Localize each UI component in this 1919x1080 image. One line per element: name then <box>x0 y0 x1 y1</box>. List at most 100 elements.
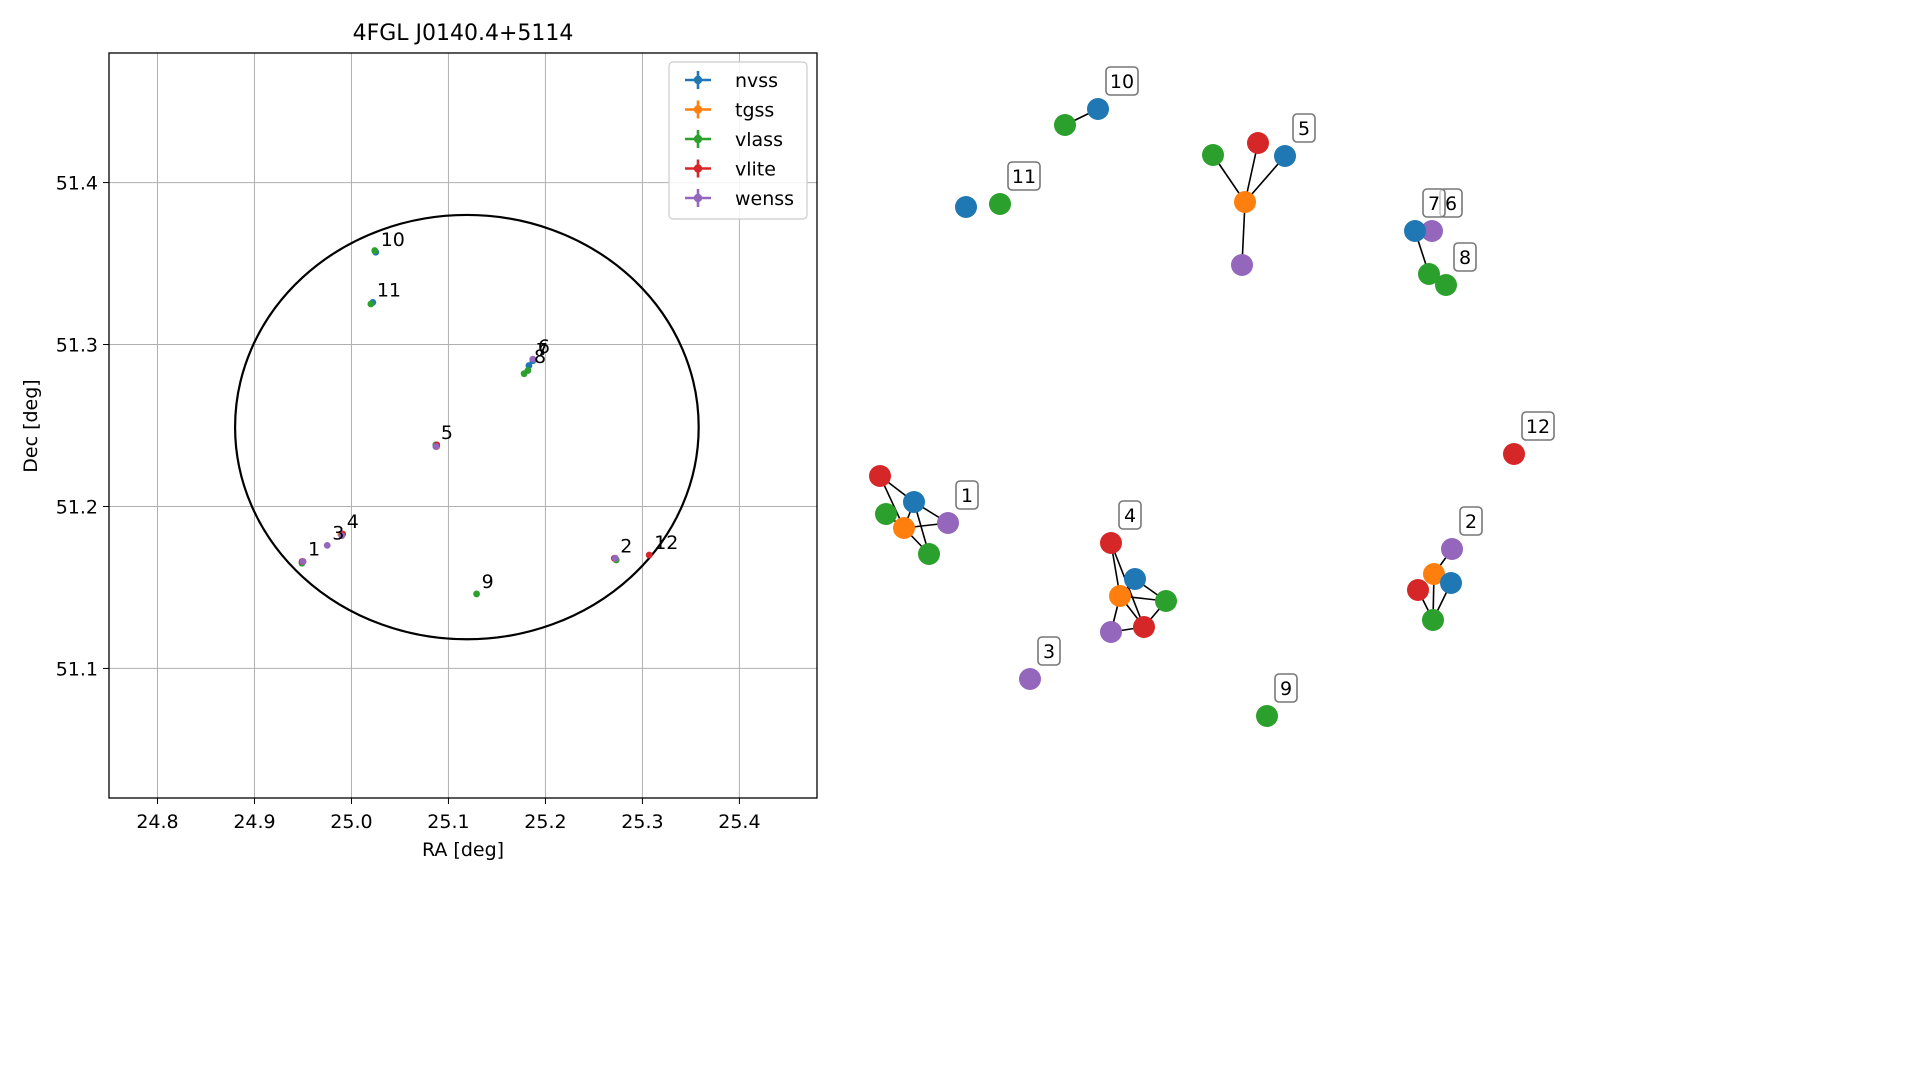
cluster-label-box <box>1037 636 1061 666</box>
source-label: 10 <box>381 229 405 251</box>
cluster-label-box <box>1007 161 1041 191</box>
legend-label-vlass: vlass <box>735 129 783 151</box>
point-wenss <box>338 532 346 540</box>
x-tick-label: 25.2 <box>524 811 566 833</box>
y-tick-label: 51.2 <box>56 496 98 518</box>
cluster-node-wenss <box>1019 668 1041 690</box>
source-points <box>298 247 653 598</box>
cluster-label: 10 <box>1110 71 1134 93</box>
plot-frame <box>108 52 818 799</box>
y-tick-label: 51.3 <box>56 335 98 357</box>
x-tick-label: 25.1 <box>427 811 469 833</box>
localization-ellipse <box>233 213 700 641</box>
cluster-node-wenss <box>1421 220 1443 242</box>
cluster-node-wenss <box>1100 621 1122 643</box>
point-wenss <box>299 558 307 565</box>
cluster-label-box <box>955 480 979 510</box>
source-label: 5 <box>441 422 453 444</box>
y-tick-label: 51.1 <box>56 658 98 680</box>
legend-marker-nvss-dot <box>693 75 703 85</box>
cluster-node-tgss <box>1109 585 1131 607</box>
cluster-label-box <box>1105 66 1139 96</box>
cluster-node-wenss <box>1231 254 1253 276</box>
point-vlass <box>520 370 528 378</box>
cluster-label: 1 <box>961 485 973 507</box>
legend-marker-vlass-dot <box>693 134 703 144</box>
cluster-node-tgss <box>1234 191 1256 213</box>
cluster-node-wenss <box>937 512 959 534</box>
y-axis-label: Dec [deg] <box>20 379 42 472</box>
source-label: 2 <box>620 535 632 557</box>
cluster-label-box <box>1453 242 1477 272</box>
cluster-node-tgss <box>893 517 915 539</box>
cluster-label: 12 <box>1526 416 1550 438</box>
cluster-node-vlass <box>1422 609 1444 631</box>
cluster-node-vlass <box>1435 274 1457 296</box>
cluster-node-vlite <box>869 465 891 487</box>
source-label: 9 <box>482 571 494 593</box>
cluster-label: 3 <box>1043 641 1055 663</box>
legend-marker-tgss-dot <box>693 105 703 114</box>
legend-box <box>668 61 808 220</box>
legend-marker-wenss-dot <box>693 193 703 203</box>
cluster-node-vlite <box>1133 616 1155 638</box>
point-vlass <box>473 590 480 598</box>
cluster-node-vlass <box>875 503 897 525</box>
legend-marker-vlite-dot <box>693 164 703 173</box>
source-label: 1 <box>308 539 320 561</box>
cluster-node-vlite <box>1247 132 1269 154</box>
point-vlass <box>371 247 379 254</box>
cluster-label-box <box>1422 188 1446 218</box>
point-wenss <box>529 355 537 363</box>
cluster-node-vlass <box>1418 263 1440 285</box>
x-tick-label: 25.3 <box>621 811 663 833</box>
point-wenss <box>611 554 619 562</box>
y-tick-label: 51.4 <box>56 173 98 195</box>
cluster-node-vlass <box>1054 114 1076 136</box>
cluster-edges <box>879 108 1453 633</box>
source-label: 6 <box>538 336 550 358</box>
cluster-label: 11 <box>1012 166 1036 188</box>
source-label: 3 <box>332 522 344 544</box>
legend: nvss tgss vlass vlite wenss <box>668 61 808 220</box>
cluster-label: 2 <box>1465 511 1477 533</box>
cluster-node-vlass <box>1155 590 1177 612</box>
x-tick-label: 25.0 <box>330 811 372 833</box>
cluster-node-vlass <box>1256 705 1278 727</box>
localization-circle <box>233 213 700 641</box>
legend-label-tgss: tgss <box>735 100 774 122</box>
point-vlass <box>367 300 375 308</box>
source-label: 12 <box>654 532 678 554</box>
cluster-node-nvss <box>955 196 977 218</box>
legend-label-wenss: wenss <box>735 188 794 210</box>
point-wenss <box>432 443 440 450</box>
cluster-node-nvss <box>1087 98 1109 120</box>
cluster-label: 8 <box>1459 247 1471 269</box>
legend-label-vlite: vlite <box>735 159 776 181</box>
point-wenss <box>323 541 331 549</box>
x-tick-label: 24.9 <box>233 811 275 833</box>
cluster-node-tgss <box>1423 563 1445 585</box>
cluster-node-vlite <box>1407 579 1429 601</box>
cluster-label: 9 <box>1280 678 1292 700</box>
cluster-node-nvss <box>903 491 925 513</box>
source-label: 8 <box>534 346 546 368</box>
cluster-node-vlass <box>1202 144 1224 166</box>
source-label: 4 <box>347 511 359 533</box>
legend-label-nvss: nvss <box>735 70 778 92</box>
cluster-label-box <box>1274 673 1298 703</box>
cluster-label: 5 <box>1298 118 1310 140</box>
axis-ticks: 24.8 24.9 25.0 25.1 25.2 25.3 25.4 51.1 51.2 51.3… <box>56 173 761 833</box>
x-tick-label: 25.4 <box>718 811 760 833</box>
cluster-label-box <box>1459 506 1483 536</box>
cluster-node-vlass <box>918 543 940 565</box>
point-vlite <box>645 551 653 559</box>
source-label: 7 <box>536 339 548 361</box>
source-label: 11 <box>377 279 401 301</box>
cluster-node-nvss <box>1440 572 1462 594</box>
cluster-label-box <box>1292 113 1316 143</box>
cluster-label-box <box>1118 500 1142 530</box>
cluster-node-vlass <box>989 193 1011 215</box>
